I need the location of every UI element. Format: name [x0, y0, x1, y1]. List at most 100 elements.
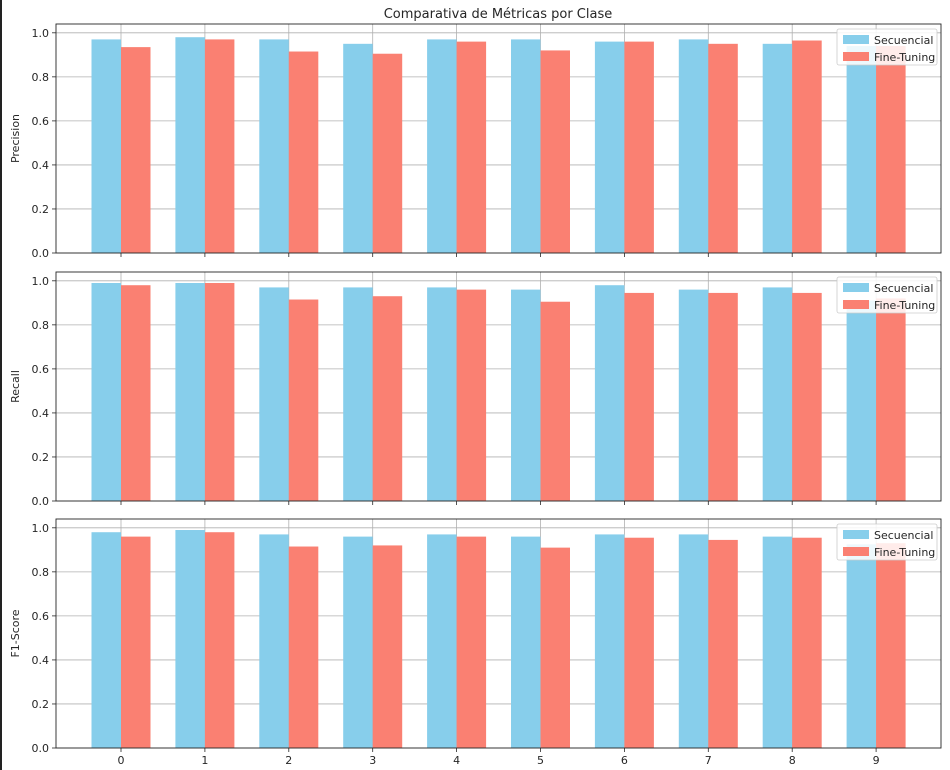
x-tick-label: 8 [789, 754, 796, 767]
bar-fine-tuning [624, 41, 654, 253]
bar-secuencial [594, 285, 625, 501]
bar-fine-tuning [456, 536, 487, 748]
y-axis-label: Recall [9, 370, 22, 403]
legend-swatch-fine-tuning [843, 300, 869, 309]
x-tick-label: 4 [453, 754, 460, 767]
y-tick-label: 1.0 [32, 27, 50, 40]
bar-fine-tuning [372, 296, 403, 501]
x-tick-label: 3 [369, 754, 376, 767]
bar-secuencial [511, 289, 541, 501]
bar-fine-tuning [792, 537, 822, 748]
bar-fine-tuning [456, 289, 487, 501]
bar-fine-tuning [540, 301, 570, 501]
x-tick-label: 9 [873, 754, 880, 767]
bar-secuencial [427, 39, 457, 254]
legend-label-fine-tuning: Fine-Tuning [874, 299, 935, 312]
x-tick-label: 1 [201, 754, 208, 767]
bar-secuencial [594, 41, 625, 253]
bar-fine-tuning [876, 298, 906, 501]
bar-fine-tuning [372, 53, 403, 254]
x-tick-label: 2 [285, 754, 292, 767]
bar-secuencial [594, 534, 625, 748]
legend-swatch-fine-tuning [843, 547, 869, 556]
bar-fine-tuning [792, 40, 822, 254]
y-tick-label: 0.4 [32, 407, 50, 420]
bar-secuencial [91, 39, 121, 254]
bar-secuencial [678, 534, 709, 748]
bar-fine-tuning [708, 539, 738, 748]
bar-secuencial [427, 287, 457, 501]
legend-label-fine-tuning: Fine-Tuning [874, 546, 935, 559]
window-edge [0, 0, 2, 770]
legend-label-secuencial: Secuencial [874, 282, 933, 295]
bar-secuencial [762, 287, 793, 501]
y-tick-label: 0.8 [32, 71, 50, 84]
bar-secuencial [343, 287, 373, 501]
bar-secuencial [259, 39, 289, 254]
bar-secuencial [175, 530, 205, 748]
y-tick-label: 1.0 [32, 522, 50, 535]
bar-fine-tuning [792, 292, 822, 501]
bar-secuencial [511, 39, 541, 254]
bar-secuencial [762, 536, 793, 748]
bar-fine-tuning [288, 299, 319, 501]
y-tick-label: 0.2 [32, 451, 50, 464]
bar-fine-tuning [204, 283, 235, 501]
y-tick-label: 0.0 [32, 742, 50, 755]
bar-fine-tuning [708, 292, 738, 501]
y-tick-label: 1.0 [32, 275, 50, 288]
legend-label-fine-tuning: Fine-Tuning [874, 51, 935, 64]
bar-fine-tuning [121, 47, 151, 253]
y-tick-label: 0.6 [32, 115, 50, 128]
bar-secuencial [846, 300, 877, 501]
bar-secuencial [427, 534, 457, 748]
legend-swatch-secuencial [843, 530, 869, 539]
x-tick-label: 6 [621, 754, 628, 767]
legend-label-secuencial: Secuencial [874, 529, 933, 542]
legend-swatch-fine-tuning [843, 52, 869, 61]
legend-label-secuencial: Secuencial [874, 34, 933, 47]
axes-frame [55, 518, 942, 749]
bar-secuencial [846, 544, 877, 748]
bar-fine-tuning [288, 546, 319, 748]
bar-secuencial [762, 43, 793, 253]
y-tick-label: 0.2 [32, 698, 50, 711]
x-tick-label: 5 [537, 754, 544, 767]
bar-fine-tuning [456, 41, 487, 253]
bar-secuencial [511, 536, 541, 748]
legend-swatch-secuencial [843, 35, 869, 44]
y-tick-label: 0.6 [32, 363, 50, 376]
bar-secuencial [91, 283, 121, 501]
axes-frame [55, 271, 942, 502]
y-tick-label: 0.6 [32, 610, 50, 623]
bar-fine-tuning [540, 50, 570, 253]
bar-fine-tuning [624, 537, 654, 748]
bar-secuencial [259, 534, 289, 748]
bar-secuencial [343, 536, 373, 748]
x-tick-label: 0 [118, 754, 125, 767]
y-tick-label: 0.0 [32, 247, 50, 260]
y-axis-label: F1-Score [9, 609, 22, 657]
bar-fine-tuning [121, 536, 151, 748]
bar-fine-tuning [204, 532, 235, 748]
y-tick-label: 0.8 [32, 319, 50, 332]
y-tick-label: 0.4 [32, 654, 50, 667]
bar-fine-tuning [372, 545, 403, 748]
x-tick-label: 7 [705, 754, 712, 767]
bar-fine-tuning [204, 39, 235, 254]
bar-fine-tuning [540, 547, 570, 748]
bar-secuencial [678, 289, 709, 501]
axes-frame [55, 23, 942, 254]
legend-swatch-secuencial [843, 283, 869, 292]
bar-fine-tuning [121, 285, 151, 501]
bar-fine-tuning [876, 543, 906, 748]
y-tick-label: 0.2 [32, 203, 50, 216]
bar-secuencial [846, 46, 877, 254]
y-axis-label: Precision [9, 114, 22, 163]
bar-secuencial [175, 37, 205, 253]
y-tick-label: 0.4 [32, 159, 50, 172]
bar-fine-tuning [624, 292, 654, 501]
y-tick-label: 0.0 [32, 495, 50, 508]
